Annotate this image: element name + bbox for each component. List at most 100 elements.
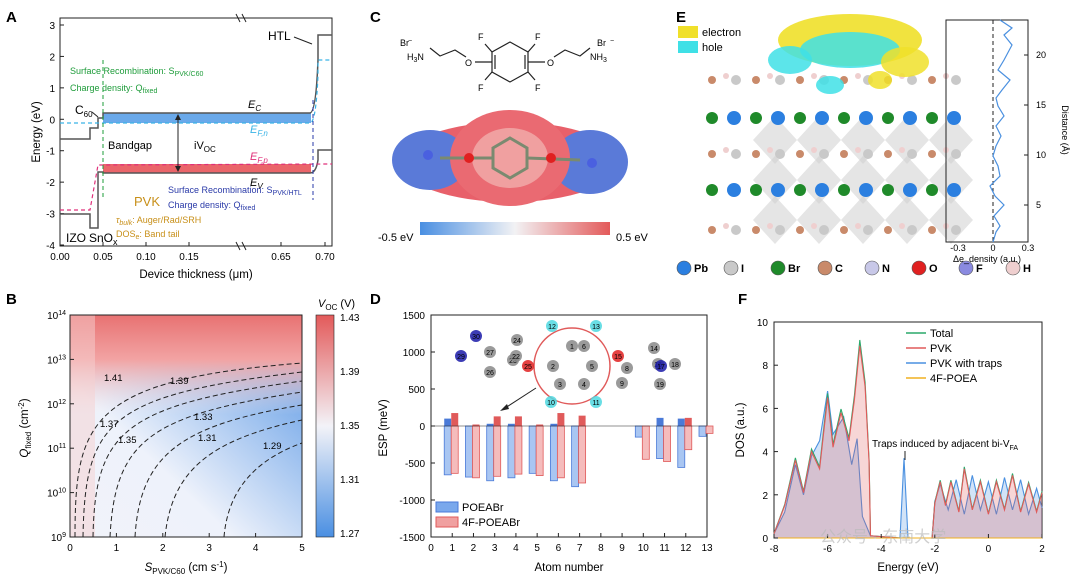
panel-a-x-ticks: 0.00 0.05 0.10 0.15 0.65 0.70: [50, 242, 335, 263]
d-xtick-label: 10: [638, 543, 650, 554]
a-xtick-label: 0.65: [271, 252, 291, 263]
panel-e-letter: E: [676, 9, 686, 26]
panel-d-x-ticks: 0 1 2 3 4 5 6 7 8 9 10 11 12 13: [428, 533, 713, 554]
colorbar-title-end: (V): [337, 298, 355, 310]
octahedron: [841, 156, 885, 204]
dos-text: DOS: [116, 229, 136, 239]
h-atom: [767, 147, 773, 153]
molecule-atom: [586, 360, 598, 372]
br-atom: [794, 184, 806, 196]
f-legend-label: 4F-POEA: [930, 373, 978, 385]
pb-atom: [903, 183, 917, 197]
contour-label: 1.33: [194, 412, 213, 423]
molecule-atom-label: 6: [582, 344, 586, 351]
atom-legend-swatch: [676, 260, 692, 276]
c-atom: [796, 226, 804, 234]
c-atom: [796, 76, 804, 84]
molecule-atom: [566, 340, 578, 352]
molecule-atom-label: 15: [614, 354, 622, 361]
c-atom: [708, 150, 716, 158]
molecule-atom-label: 1: [570, 344, 574, 351]
svg-text:SPVK/C60 (cm s-1): SPVK/C60 (cm s-1): [145, 560, 228, 576]
efp-sub: F,p: [257, 156, 268, 165]
octahedron: [753, 116, 797, 164]
br-atom: [882, 112, 894, 124]
octahedron: [753, 196, 797, 244]
efn-sub: F,n: [257, 129, 268, 138]
dens1-sub: fixed: [143, 88, 158, 95]
panel-b-ylabel-end: ): [19, 398, 31, 402]
i-atom: [775, 149, 785, 159]
panel-b-colorbar-ticks: 1.43 1.39 1.35 1.31 1.27: [340, 313, 360, 540]
d-xtick-label: 1: [449, 543, 455, 554]
panel-f-xlabel: Energy (eV): [877, 562, 939, 574]
f-ytick-label: 4: [762, 448, 768, 459]
molecule-atom-label: 18: [671, 362, 679, 369]
bar-negative: [486, 425, 495, 482]
density-y-ticks: 5 10 15 20: [1024, 50, 1046, 210]
density-xtick-label: 0.3: [1022, 243, 1035, 253]
bar-positive: [451, 413, 459, 426]
a-ytick-label: -1: [46, 147, 55, 158]
h-atom: [723, 147, 729, 153]
contour-label: 1.37: [100, 419, 119, 430]
h-atom: [723, 223, 729, 229]
a-xtick-label: 0.70: [315, 252, 335, 263]
bar-positive: [684, 417, 692, 426]
atom-legend-swatch: [864, 260, 880, 276]
bar-negative: [472, 425, 480, 479]
molecule-atom-label: 3: [558, 382, 562, 389]
amine-left: H: [407, 52, 414, 62]
watermark: 公众号 · 东南大学: [820, 528, 946, 546]
pb-atom: [947, 111, 961, 125]
bar-negative: [677, 425, 686, 468]
colorbar-min: -0.5 eV: [378, 232, 414, 244]
amine-right-sub: 3: [603, 57, 607, 64]
i-atom: [819, 149, 829, 159]
i-atom: [907, 75, 917, 85]
molecule-atom: [655, 360, 667, 372]
svg-text:NH3: NH3: [590, 52, 607, 64]
molecule-atom-label: 10: [547, 400, 555, 407]
panel-e: E electron hole Pb I Br C N O F H -0.3 0 0.3 5 10 1…: [676, 9, 1070, 276]
panel-b-ylabel: Q: [19, 449, 31, 458]
panel-b-xlabel-unit: (cm s: [185, 562, 217, 574]
b-ytick-label: 1010: [47, 488, 66, 500]
molecule-atom-label: 14: [650, 346, 658, 353]
br-atom: [794, 112, 806, 124]
density-xtick-label: -0.3: [950, 243, 966, 253]
o-atom-1: O: [465, 58, 472, 68]
trap-annotation: Traps induced by adjacent bi-V: [872, 439, 1010, 450]
h-atom: [899, 223, 905, 229]
dos-curve-pvk-fill: [774, 345, 1042, 538]
atom-legend-swatch: [911, 260, 927, 276]
colorbar-title-sub: OC: [325, 303, 337, 312]
molecule-atom: [545, 396, 557, 408]
surf2-text: Surface Recombination: S: [168, 185, 273, 195]
br-atom: [838, 184, 850, 196]
panel-b-letter: B: [6, 291, 17, 308]
svg-text:EC: EC: [248, 99, 261, 113]
panel-d-letter: D: [370, 291, 381, 308]
br-right: Br: [597, 38, 606, 48]
molecule-atom-label: 22: [512, 354, 520, 361]
h-atom: [855, 147, 861, 153]
c-atom: [928, 76, 936, 84]
molecule-atom: [546, 320, 558, 332]
bar-negative: [535, 425, 544, 476]
bar-negative: [684, 425, 693, 451]
colorbar-title: V: [318, 298, 327, 310]
molecule-atom-label: 27: [486, 350, 494, 357]
i-atom: [775, 75, 785, 85]
ev-sub: V: [257, 182, 263, 191]
br-atom: [750, 112, 762, 124]
b-ytick-label: 109: [51, 532, 66, 544]
bar-positive: [677, 418, 685, 426]
conduction-band-fill: [103, 113, 311, 123]
svg-text:Surface Recombination: SPVK/C6: Surface Recombination: SPVK/C60: [70, 66, 203, 78]
f-atom-2: F: [535, 32, 541, 42]
molecule-atom: [470, 330, 482, 342]
molecule-atom: [578, 340, 590, 352]
br-atom: [706, 112, 718, 124]
d-xtick-label: 0: [428, 543, 434, 554]
